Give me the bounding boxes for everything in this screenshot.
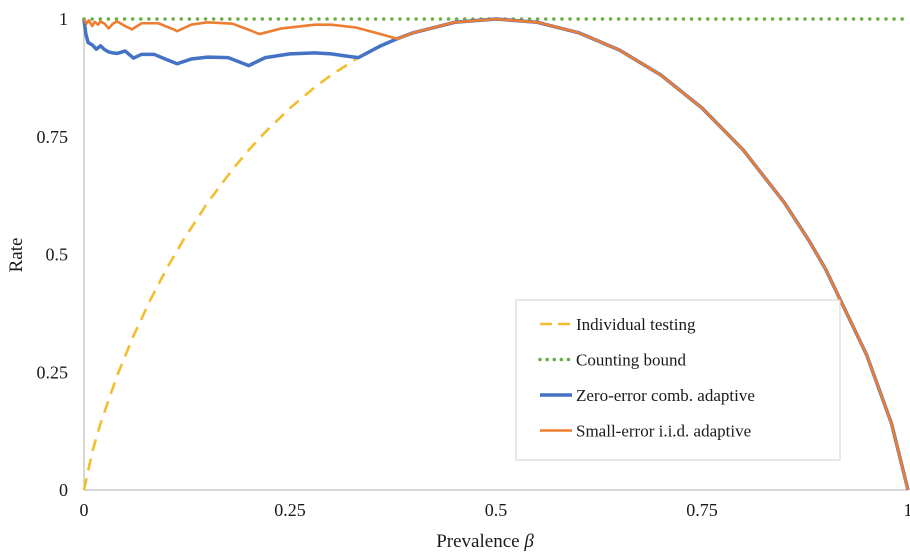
x-tick-label: 0.75 <box>686 500 718 520</box>
legend-label-3: Zero-error comb. adaptive <box>576 386 755 405</box>
x-tick-label: 0 <box>80 500 89 520</box>
x-tick-label: 1 <box>904 500 910 520</box>
y-tick-label: 0.5 <box>46 245 69 265</box>
legend-label-1: Individual testing <box>576 315 696 334</box>
series-layer <box>82 17 910 491</box>
x-axis-title: Prevalence β <box>436 531 534 552</box>
y-tick-labels: 0 0.25 0.5 0.75 1 <box>37 9 69 500</box>
y-tick-label: 0.25 <box>37 362 69 382</box>
y-axis-title: Rate <box>6 238 27 273</box>
series-line-1 <box>82 37 398 491</box>
legend-label-4: Small-error i.i.d. adaptive <box>576 422 751 441</box>
x-tick-label: 0.5 <box>485 500 508 520</box>
x-tick-label: 0.25 <box>274 500 306 520</box>
legend-label-2: Counting bound <box>576 351 687 370</box>
legend: Individual testing Counting bound Zero-err… <box>515 299 841 461</box>
series-line-4 <box>82 17 910 491</box>
x-axis-title-symbol: β <box>523 531 534 552</box>
x-axis-title-text: Prevalence <box>436 531 519 552</box>
y-tick-label: 0.75 <box>37 127 69 147</box>
x-tick-labels: 0 0.25 0.5 0.75 1 <box>80 500 910 520</box>
y-tick-label: 1 <box>59 9 68 29</box>
y-tick-label: 0 <box>59 480 68 500</box>
legend-box <box>515 299 841 461</box>
